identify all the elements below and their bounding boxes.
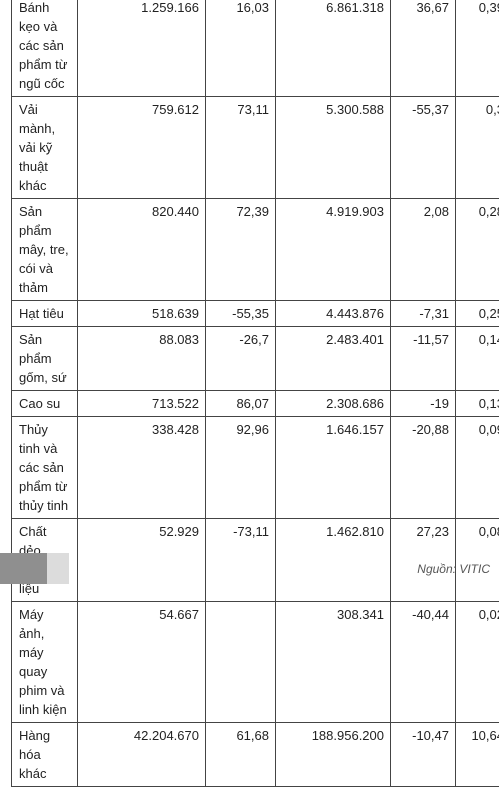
share-cell: 0,3 <box>456 97 499 199</box>
value-month-cell: 1.259.166 <box>78 0 206 97</box>
change-total-cell: 2,08 <box>391 199 456 301</box>
product-name-cell: Cao su <box>12 391 78 417</box>
value-total-cell: 1.462.810 <box>276 519 391 602</box>
change-total-cell: 27,23 <box>391 519 456 602</box>
change-total-cell: -55,37 <box>391 97 456 199</box>
value-month-cell: 88.083 <box>78 327 206 391</box>
value-total-cell: 4.919.903 <box>276 199 391 301</box>
change-month-cell: 86,07 <box>206 391 276 417</box>
change-month-cell: 16,03 <box>206 0 276 97</box>
change-total-cell: -11,57 <box>391 327 456 391</box>
value-month-cell: 338.428 <box>78 417 206 519</box>
change-month-cell <box>206 602 276 723</box>
value-total-cell: 188.956.200 <box>276 723 391 787</box>
value-month-cell: 52.929 <box>78 519 206 602</box>
product-name-cell: Thủy tinh và các sản phẩm từ thủy tinh <box>12 417 78 519</box>
gallery-prev-bar[interactable] <box>0 553 47 584</box>
value-total-cell: 2.483.401 <box>276 327 391 391</box>
value-month-cell: 820.440 <box>78 199 206 301</box>
change-month-cell: -73,11 <box>206 519 276 602</box>
change-month-cell: 73,11 <box>206 97 276 199</box>
product-name-cell: Sản phẩm gốm, sứ <box>12 327 78 391</box>
value-total-cell: 308.341 <box>276 602 391 723</box>
share-cell: 0,09 <box>456 417 499 519</box>
table-row: Chất dẻo nguyên liệu52.929-73,111.462.81… <box>12 519 499 602</box>
change-total-cell: -40,44 <box>391 602 456 723</box>
gallery-next-bar[interactable] <box>47 553 69 584</box>
value-month-cell: 759.612 <box>78 97 206 199</box>
value-month-cell: 713.522 <box>78 391 206 417</box>
value-month-cell: 54.667 <box>78 602 206 723</box>
change-month-cell: 61,68 <box>206 723 276 787</box>
source-credit: Nguồn: VITIC <box>417 562 490 576</box>
change-month-cell: -26,7 <box>206 327 276 391</box>
value-total-cell: 6.861.318 <box>276 0 391 97</box>
value-month-cell: 42.204.670 <box>78 723 206 787</box>
share-cell: 0,28 <box>456 199 499 301</box>
product-name-cell: Sản phẩm mây, tre, cói và thảm <box>12 199 78 301</box>
product-name-cell: Hàng hóa khác <box>12 723 78 787</box>
value-month-cell: 518.639 <box>78 301 206 327</box>
change-month-cell: -55,35 <box>206 301 276 327</box>
change-total-cell: -20,88 <box>391 417 456 519</box>
change-total-cell: -7,31 <box>391 301 456 327</box>
product-name-cell: Bánh kẹo và các sản phẩm từ ngũ cốc <box>12 0 78 97</box>
change-month-cell: 92,96 <box>206 417 276 519</box>
change-month-cell: 72,39 <box>206 199 276 301</box>
product-name-cell: Vải mành, vải kỹ thuật khác <box>12 97 78 199</box>
share-cell: 0,25 <box>456 301 499 327</box>
product-name-cell: Hạt tiêu <box>12 301 78 327</box>
change-total-cell: -19 <box>391 391 456 417</box>
share-cell: 0,08 <box>456 519 499 602</box>
share-cell: 10,64 <box>456 723 499 787</box>
share-cell: 0,14 <box>456 327 499 391</box>
share-cell: 0,13 <box>456 391 499 417</box>
value-total-cell: 1.646.157 <box>276 417 391 519</box>
change-total-cell: -10,47 <box>391 723 456 787</box>
share-cell: 0,39 <box>456 0 499 97</box>
value-total-cell: 5.300.588 <box>276 97 391 199</box>
change-total-cell: 36,67 <box>391 0 456 97</box>
product-name-cell: Máy ảnh, máy quay phim và linh kiện <box>12 602 78 723</box>
value-total-cell: 2.308.686 <box>276 391 391 417</box>
value-total-cell: 4.443.876 <box>276 301 391 327</box>
share-cell: 0,02 <box>456 602 499 723</box>
